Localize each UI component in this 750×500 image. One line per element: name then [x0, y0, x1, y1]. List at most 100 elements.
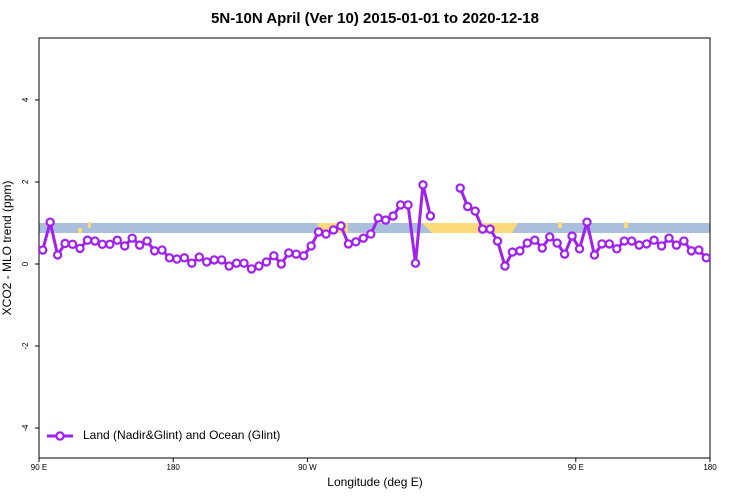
y-axis-label: XCO2 - MLO trend (ppm) — [0, 181, 14, 316]
data-point — [306, 241, 316, 251]
data-point — [664, 233, 674, 243]
data-point — [45, 217, 55, 227]
data-point — [545, 232, 555, 242]
data-point — [120, 241, 130, 251]
x-tick-label: 90 W — [298, 463, 317, 472]
data-point — [284, 248, 294, 258]
data-point — [507, 247, 518, 257]
data-point — [38, 245, 48, 255]
data-point — [627, 236, 637, 246]
x-tick-label: 90 E — [31, 463, 47, 472]
data-point — [567, 231, 577, 241]
data-point — [500, 261, 510, 271]
data-point — [694, 245, 704, 255]
data-point — [522, 238, 533, 248]
data-point — [52, 250, 63, 260]
data-point — [202, 257, 212, 267]
x-tick-label: 180 — [167, 463, 181, 472]
data-point — [97, 239, 108, 250]
data-point — [82, 235, 93, 245]
data-point — [187, 258, 197, 268]
data-point — [470, 206, 480, 216]
data-point — [373, 213, 383, 223]
y-tick-label: 2 — [21, 179, 30, 184]
data-point — [477, 224, 488, 234]
data-point — [455, 183, 465, 193]
data-point — [157, 245, 167, 255]
data-point — [634, 240, 644, 250]
data-point — [127, 233, 137, 243]
data-point — [112, 235, 122, 245]
data-point — [552, 238, 562, 248]
data-point — [142, 236, 152, 246]
data-point — [679, 236, 689, 246]
data-point — [425, 211, 436, 221]
data-point — [574, 244, 585, 254]
data-point — [418, 180, 428, 190]
data-point — [75, 243, 85, 254]
data-point — [641, 239, 652, 249]
legend-marker — [55, 431, 65, 441]
land-band — [78, 228, 82, 233]
data-point — [172, 254, 182, 264]
chart-title: 5N-10N April (Ver 10) 2015-01-01 to 2020… — [211, 10, 539, 27]
data-point — [597, 239, 607, 249]
y-tick-label: -4 — [21, 424, 30, 432]
data-point — [216, 255, 227, 265]
land-band — [422, 223, 518, 233]
data-point — [209, 255, 219, 265]
data-point — [671, 240, 682, 250]
data-point — [410, 258, 421, 268]
data-point — [701, 253, 711, 263]
data-point — [351, 237, 361, 247]
data-point — [686, 246, 697, 256]
data-point — [67, 239, 78, 250]
y-tick-label: -2 — [21, 342, 30, 350]
data-point — [313, 227, 324, 237]
data-point — [515, 246, 525, 256]
data-point — [343, 239, 354, 249]
data-point — [179, 253, 190, 263]
data-point — [298, 251, 309, 261]
land-band — [624, 222, 628, 228]
data-point — [395, 200, 406, 210]
x-axis-label: Longitude (deg E) — [327, 475, 422, 489]
data-point — [619, 236, 629, 246]
data-point — [276, 259, 287, 269]
data-point — [582, 217, 592, 227]
data-point — [328, 225, 339, 235]
data-point — [530, 235, 540, 245]
data-point — [224, 261, 234, 271]
data-point — [380, 215, 391, 225]
legend-label: Land (Nadir&Glint) and Ocean (Glint) — [83, 428, 280, 442]
data-point — [462, 201, 473, 212]
data-point — [194, 252, 204, 262]
data-point — [656, 241, 667, 251]
data-point — [60, 238, 70, 249]
x-tick-label: 90 E — [568, 463, 584, 472]
data-point — [246, 264, 257, 274]
data-point — [90, 236, 100, 246]
data-point — [388, 211, 398, 221]
data-point — [105, 239, 115, 250]
data-point — [559, 249, 570, 259]
data-point — [604, 239, 615, 249]
data-point — [485, 224, 495, 234]
data-point — [134, 240, 145, 250]
data-point — [612, 244, 622, 254]
data-point — [366, 229, 376, 239]
data-point — [649, 235, 659, 245]
data-point — [291, 249, 301, 259]
x-tick-label: 180 — [703, 463, 717, 472]
land-band — [88, 222, 91, 228]
data-point — [336, 221, 346, 231]
data-point — [149, 246, 160, 256]
data-point — [254, 261, 264, 271]
data-point — [239, 258, 249, 268]
data-point — [164, 253, 175, 263]
land-band — [558, 222, 562, 228]
y-tick-label: 0 — [21, 261, 30, 266]
data-point — [589, 250, 600, 260]
data-point — [403, 200, 413, 210]
